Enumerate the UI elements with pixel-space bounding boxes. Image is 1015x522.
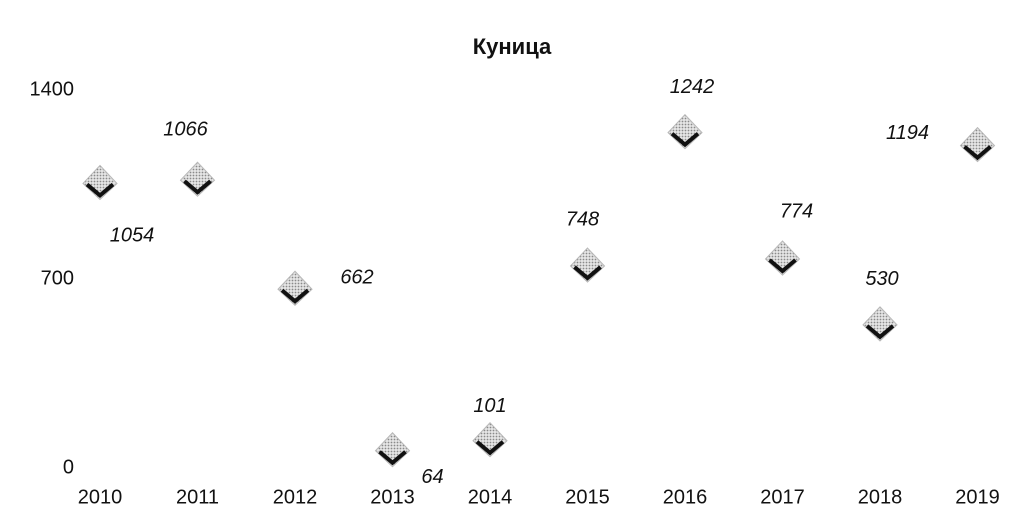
data-label: 101 xyxy=(473,395,506,417)
data-label: 1242 xyxy=(670,76,715,98)
marker xyxy=(959,126,996,163)
data-label: 748 xyxy=(566,208,599,230)
x-tick-label: 2013 xyxy=(370,486,415,508)
x-tick-label: 2010 xyxy=(78,486,123,508)
data-label: 64 xyxy=(421,466,443,488)
data-label: 662 xyxy=(340,267,373,289)
x-tick-label: 2016 xyxy=(663,486,708,508)
marker-check xyxy=(573,265,602,281)
data-label: 530 xyxy=(865,268,898,290)
marker xyxy=(179,161,216,197)
marker xyxy=(569,247,606,283)
marker-check xyxy=(963,145,992,161)
marker-check xyxy=(85,182,115,199)
y-tick-label: 0 xyxy=(63,456,74,478)
marker-check xyxy=(475,440,505,456)
marker-check xyxy=(378,450,407,466)
marker xyxy=(472,422,508,458)
marker-check xyxy=(670,132,700,148)
x-tick-label: 2014 xyxy=(468,486,513,508)
y-tick-label: 1400 xyxy=(30,78,75,100)
x-tick-label: 2011 xyxy=(176,486,219,508)
x-tick-label: 2015 xyxy=(565,486,610,508)
data-label: 1066 xyxy=(163,118,208,140)
marker xyxy=(374,431,411,468)
y-tick-label: 700 xyxy=(41,267,74,289)
x-tick-label: 2019 xyxy=(955,486,1000,508)
marker-check xyxy=(865,324,895,340)
marker-check xyxy=(280,288,310,304)
marker xyxy=(82,164,118,201)
chart-title: Куница xyxy=(473,34,552,59)
marker-check xyxy=(183,179,212,195)
x-tick-label: 2012 xyxy=(273,486,318,508)
data-label: 1054 xyxy=(110,225,155,247)
data-label: 1194 xyxy=(886,122,929,144)
marker xyxy=(764,240,801,276)
marker xyxy=(667,113,703,150)
marker xyxy=(277,270,313,306)
x-tick-label: 2017 xyxy=(760,486,805,508)
marker-check xyxy=(768,258,797,274)
marker xyxy=(862,306,898,342)
x-tick-label: 2018 xyxy=(858,486,903,508)
data-label: 774 xyxy=(780,200,813,222)
